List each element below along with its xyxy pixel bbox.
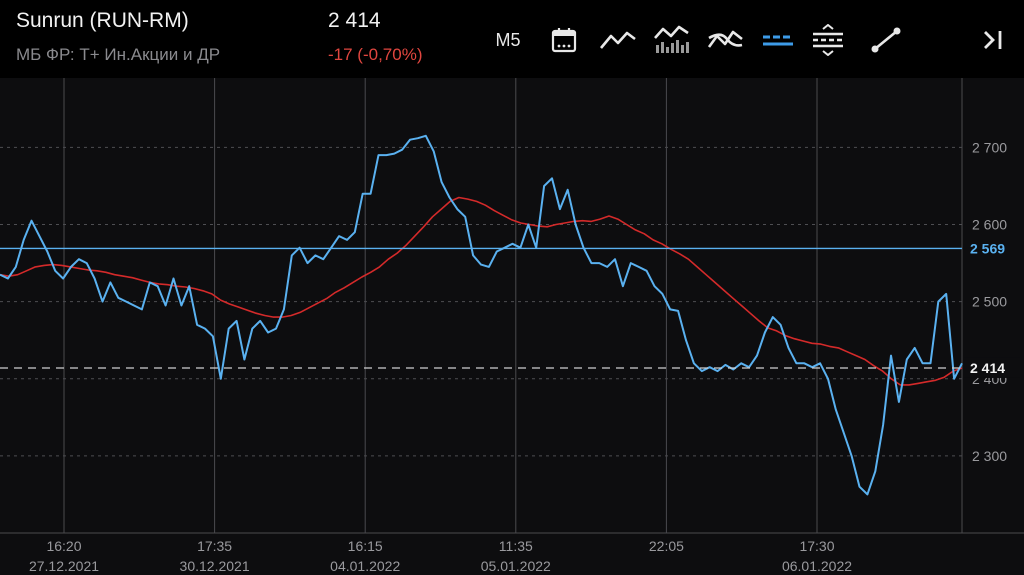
- x-tick-date: 04.01.2022: [330, 558, 400, 574]
- x-tick-time: 16:15: [348, 538, 383, 554]
- current-price-tag-bg: [964, 357, 1020, 378]
- price-change: -17 (-0,70%): [328, 45, 423, 64]
- y-tick-label: 2 700: [972, 139, 1007, 155]
- x-tick-date: 06.01.2022: [782, 558, 852, 574]
- x-tick-time: 17:35: [197, 538, 232, 554]
- collapse-right-icon[interactable]: [978, 24, 1008, 56]
- horizontal-line-icon[interactable]: [760, 24, 796, 56]
- line-chart-icon[interactable]: [598, 24, 638, 56]
- x-tick-date: 05.01.2022: [481, 558, 551, 574]
- current-price-label: 2 414: [970, 360, 1005, 376]
- exchange-label: МБ ФР: Т+ Ин.Акции и ДР: [16, 45, 221, 64]
- x-tick-time: 17:30: [799, 538, 834, 554]
- x-tick-date: 30.12.2021: [180, 558, 250, 574]
- x-tick-time: 11:35: [499, 538, 533, 554]
- trendline-icon[interactable]: [868, 24, 904, 56]
- y-tick-label: 2 500: [972, 294, 1007, 310]
- y-tick-label: 2 600: [972, 217, 1007, 233]
- price-line: [0, 134, 963, 496]
- moving-average-line: [0, 196, 963, 386]
- y-tick-label: 2 300: [972, 448, 1007, 464]
- volume-chart-icon[interactable]: [652, 24, 692, 56]
- x-tick-date: 27.12.2021: [29, 558, 99, 574]
- last-price: 2 414: [328, 9, 381, 32]
- level-price-label: 2 569: [970, 240, 1005, 256]
- moving-average-icon[interactable]: [706, 24, 746, 56]
- instrument-header: Sunrun (RUN-RM) МБ ФР: Т+ Ин.Акции и ДР …: [0, 0, 1024, 78]
- channel-icon[interactable]: [810, 24, 846, 56]
- calendar-icon[interactable]: [548, 24, 580, 56]
- x-tick-time: 16:20: [46, 538, 81, 554]
- instrument-title[interactable]: Sunrun (RUN-RM): [16, 9, 189, 32]
- x-tick-time: 22:05: [649, 538, 684, 554]
- timeframe-button[interactable]: M5: [495, 29, 521, 50]
